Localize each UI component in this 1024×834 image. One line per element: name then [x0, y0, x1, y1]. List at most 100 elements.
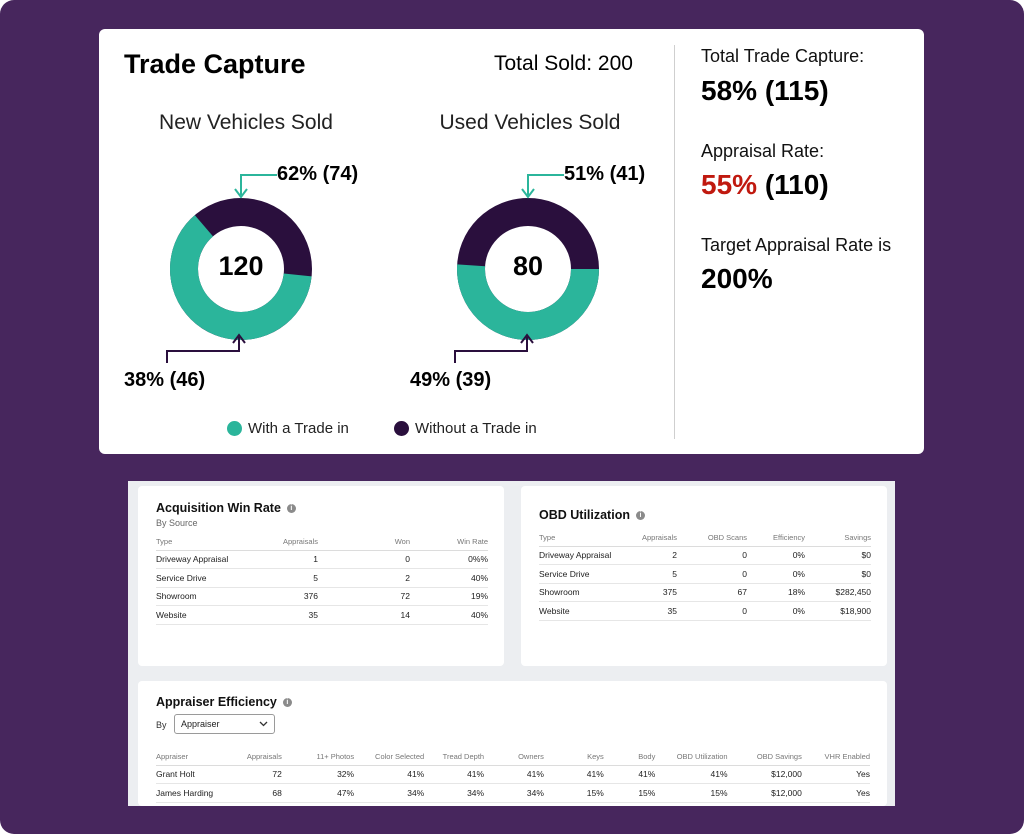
column-header: Keys: [543, 749, 604, 766]
table-cell: 15%: [603, 783, 656, 803]
appraisal-rate-label: Appraisal Rate:: [701, 141, 825, 161]
column-header: Body: [603, 749, 656, 766]
table-cell: 32%: [281, 765, 355, 784]
acquisition-table: Type Appraisals Won Win Rate Driveway Appra…: [156, 534, 488, 625]
table-header-row: Type Appraisals OBD Scans Efficiency Savings: [539, 530, 871, 547]
table-row: Showroom 375 67 18% $282,450: [539, 583, 871, 602]
table-cell: Yes: [801, 765, 870, 784]
info-icon[interactable]: i: [635, 510, 645, 520]
table-cell: 40%: [410, 568, 488, 588]
table-cell: 67: [677, 583, 747, 602]
appraiser-title-text: Appraiser Efficiency: [156, 695, 277, 709]
table-row: Website 35 14 40%: [156, 605, 488, 625]
used-without-callout-line: [454, 333, 534, 363]
used-without-trade-label: 49% (39): [410, 369, 492, 391]
acquisition-win-rate-card: Acquisition Win Rate i By Source Type App…: [138, 486, 504, 666]
used-vehicles-donut: [457, 198, 599, 340]
table-cell: 34%: [354, 783, 425, 803]
used-vehicles-count: 80: [512, 251, 544, 281]
used-with-trade-label: 51% (41): [564, 163, 646, 185]
table-cell: 47%: [281, 783, 355, 803]
table-cell: Showroom: [539, 583, 631, 602]
info-icon[interactable]: i: [282, 697, 292, 707]
table-cell: James Harding: [156, 783, 227, 803]
table-row: Website 35 0 0% $18,900: [539, 601, 871, 621]
table-row: Service Drive 5 2 40%: [156, 568, 488, 588]
table-cell: 18%: [747, 583, 805, 602]
table-row: Service Drive 5 0 0% $0: [539, 564, 871, 584]
table-cell: 15%: [543, 783, 604, 803]
table-cell: Website: [156, 605, 256, 625]
group-by-select[interactable]: Appraiser: [174, 714, 275, 734]
table-cell: 72: [318, 587, 410, 606]
obd-card-title: OBD Utilization i: [539, 508, 645, 522]
used-with-segment: [457, 198, 599, 340]
obd-table: Type Appraisals OBD Scans Efficiency Savings…: [539, 530, 871, 621]
by-label: By: [156, 720, 167, 730]
column-header: Efficiency: [747, 530, 805, 547]
table-cell: 19%: [410, 587, 488, 606]
acquisition-title-text: Acquisition Win Rate: [156, 501, 281, 515]
group-by-select-value: Appraiser: [181, 719, 220, 729]
table-cell: 41%: [354, 765, 425, 784]
column-header: Won: [318, 534, 410, 551]
column-header: OBD Savings: [727, 749, 802, 766]
obd-title-text: OBD Utilization: [539, 508, 630, 522]
column-header: Appraisals: [226, 749, 282, 766]
new-with-trade-label: 62% (74): [277, 163, 359, 185]
table-cell: 2: [631, 546, 677, 565]
table-cell: Showroom: [156, 587, 256, 606]
table-cell: 35: [256, 605, 318, 625]
table-header-row: Type Appraisals Won Win Rate: [156, 534, 488, 551]
table-cell: 41%: [484, 765, 544, 784]
table-cell: 15%: [655, 783, 728, 803]
new-vehicles-count: 120: [218, 251, 264, 281]
column-header: Savings: [805, 530, 871, 547]
teal-dot-icon: [227, 421, 242, 436]
table-cell: 41%: [655, 765, 728, 784]
table-row: James Harding 68 47% 34% 34% 34% 15% 15% 15% $12,…: [156, 783, 870, 803]
table-cell: 68: [226, 783, 282, 803]
table-cell: $18,900: [805, 601, 871, 621]
legend-without-trade: Without a Trade in: [394, 420, 537, 437]
table-cell: 34%: [424, 783, 485, 803]
table-row: Showroom 376 72 19%: [156, 587, 488, 606]
acquisition-subtitle: By Source: [156, 518, 198, 528]
new-vehicles-title: New Vehicles Sold: [159, 111, 333, 134]
new-vehicles-donut: [170, 198, 312, 340]
table-cell: 376: [256, 587, 318, 606]
table-cell: Service Drive: [156, 568, 256, 588]
table-cell: 0: [677, 601, 747, 621]
column-header: OBD Utilization: [655, 749, 728, 766]
target-appraisal-label: Target Appraisal Rate is: [701, 235, 892, 255]
table-cell: 41%: [543, 765, 604, 784]
table-row: Driveway Appraisal 1 0 0%%: [156, 550, 488, 569]
column-header: OBD Scans: [677, 530, 747, 547]
appraisal-rate-count: (110): [764, 169, 829, 200]
info-icon[interactable]: i: [286, 503, 296, 513]
table-cell: 0: [677, 564, 747, 584]
table-cell: 41%: [424, 765, 485, 784]
table-cell: 0%: [747, 601, 805, 621]
table-cell: 0%%: [410, 550, 488, 569]
table-cell: $12,000: [727, 765, 802, 784]
column-header: Type: [539, 530, 631, 547]
table-cell: Grant Holt: [156, 765, 227, 784]
new-with-callout-line: [234, 174, 277, 199]
table-cell: 0: [318, 550, 410, 569]
table-cell: 0%: [747, 564, 805, 584]
column-header: Win Rate: [410, 534, 488, 551]
dark-purple-dot-icon: [394, 421, 409, 436]
appraiser-card-title: Appraiser Efficiency i: [156, 695, 292, 709]
table-cell: 41%: [603, 765, 656, 784]
table-header-row: Appraiser Appraisals 11+ Photos Color Selec…: [156, 749, 870, 766]
legend-with-trade: With a Trade in: [227, 420, 349, 437]
appraisal-rate-percent: 55%: [701, 169, 758, 200]
appraiser-efficiency-card: Appraiser Efficiency i By Appraiser Appr…: [138, 681, 887, 806]
column-header: Tread Depth: [424, 749, 485, 766]
table-cell: 40%: [410, 605, 488, 625]
total-trade-capture-value: 58% (115): [701, 75, 829, 106]
table-cell: 14: [318, 605, 410, 625]
table-cell: Service Drive: [539, 564, 631, 584]
